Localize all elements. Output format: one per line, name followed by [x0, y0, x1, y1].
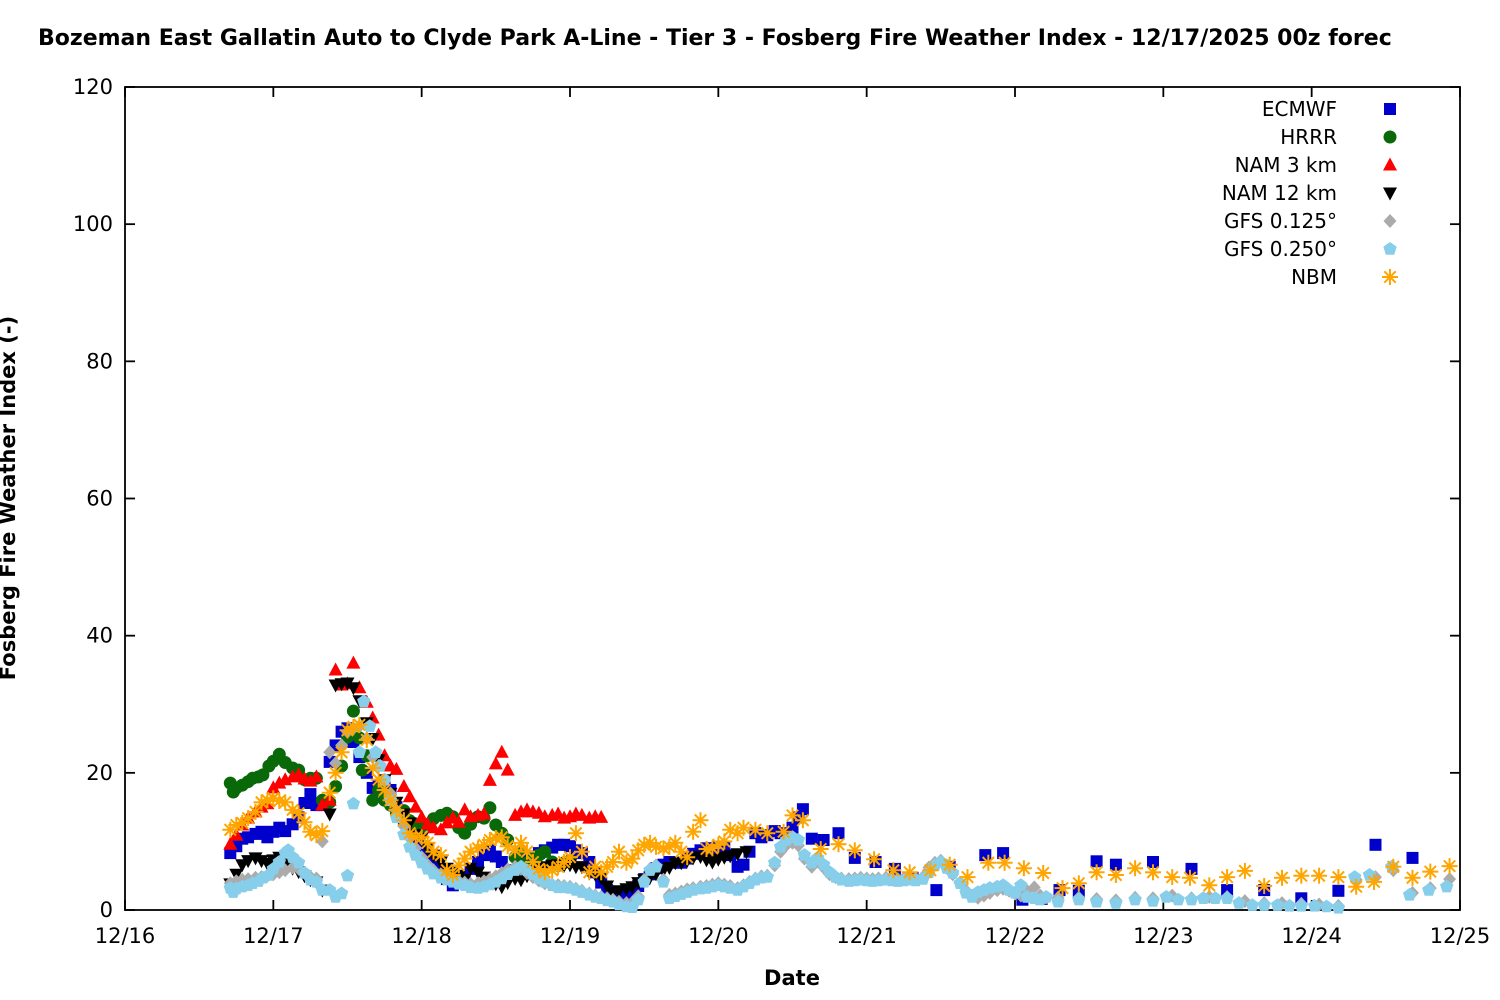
x-tick-label: 12/16	[95, 924, 156, 948]
y-tick-label: 20	[86, 761, 113, 785]
legend: ECMWF HRRR NAM 3 km NAM 12 km GFS 0.125° GFS …	[1222, 97, 1398, 289]
x-tick-label: 12/18	[391, 924, 452, 948]
y-tick-label: 100	[73, 212, 113, 236]
legend-label: GFS 0.125°	[1224, 209, 1337, 233]
legend-marker-triangle-down-icon	[1383, 187, 1397, 201]
legend-marker-triangle-up-icon	[1383, 157, 1397, 171]
legend-label: NBM	[1291, 265, 1337, 289]
x-tick-label: 12/25	[1430, 924, 1491, 948]
legend-marker-square-icon	[1384, 103, 1396, 115]
x-tick-label: 12/22	[985, 924, 1046, 948]
x-axis-ticks: 12/16 12/17 12/18 12/19 12/20 12/21 12/22 12/23…	[95, 87, 1491, 948]
y-tick-label: 60	[86, 487, 113, 511]
x-tick-label: 12/17	[243, 924, 304, 948]
y-tick-label: 0	[100, 898, 113, 922]
chart-title: Bozeman East Gallatin Auto to Clyde Park…	[38, 26, 1392, 51]
legend-label: ECMWF	[1262, 97, 1337, 121]
x-tick-label: 12/24	[1281, 924, 1342, 948]
legend-label: GFS 0.250°	[1224, 237, 1337, 261]
legend-marker-asterisk-icon	[1382, 269, 1398, 285]
legend-label: NAM 3 km	[1235, 153, 1337, 177]
x-tick-label: 12/23	[1133, 924, 1194, 948]
y-tick-label: 80	[86, 349, 113, 373]
x-axis-title: Date	[764, 966, 820, 990]
legend-marker-circle-icon	[1383, 130, 1397, 144]
x-tick-label: 12/19	[540, 924, 601, 948]
y-axis-ticks: 0 20 40 60 80 100 120	[73, 75, 1460, 922]
series-nbm-points	[222, 716, 1458, 897]
legend-marker-pentagon-icon	[1383, 242, 1397, 255]
x-tick-label: 12/20	[688, 924, 749, 948]
x-tick-label: 12/21	[836, 924, 897, 948]
legend-marker-diamond-icon	[1383, 214, 1397, 228]
legend-label: NAM 12 km	[1222, 181, 1337, 205]
y-tick-label: 40	[86, 624, 113, 648]
y-axis-title: Fosberg Fire Weather Index (-)	[0, 315, 20, 681]
y-tick-label: 120	[73, 75, 113, 99]
legend-label: HRRR	[1280, 125, 1337, 149]
